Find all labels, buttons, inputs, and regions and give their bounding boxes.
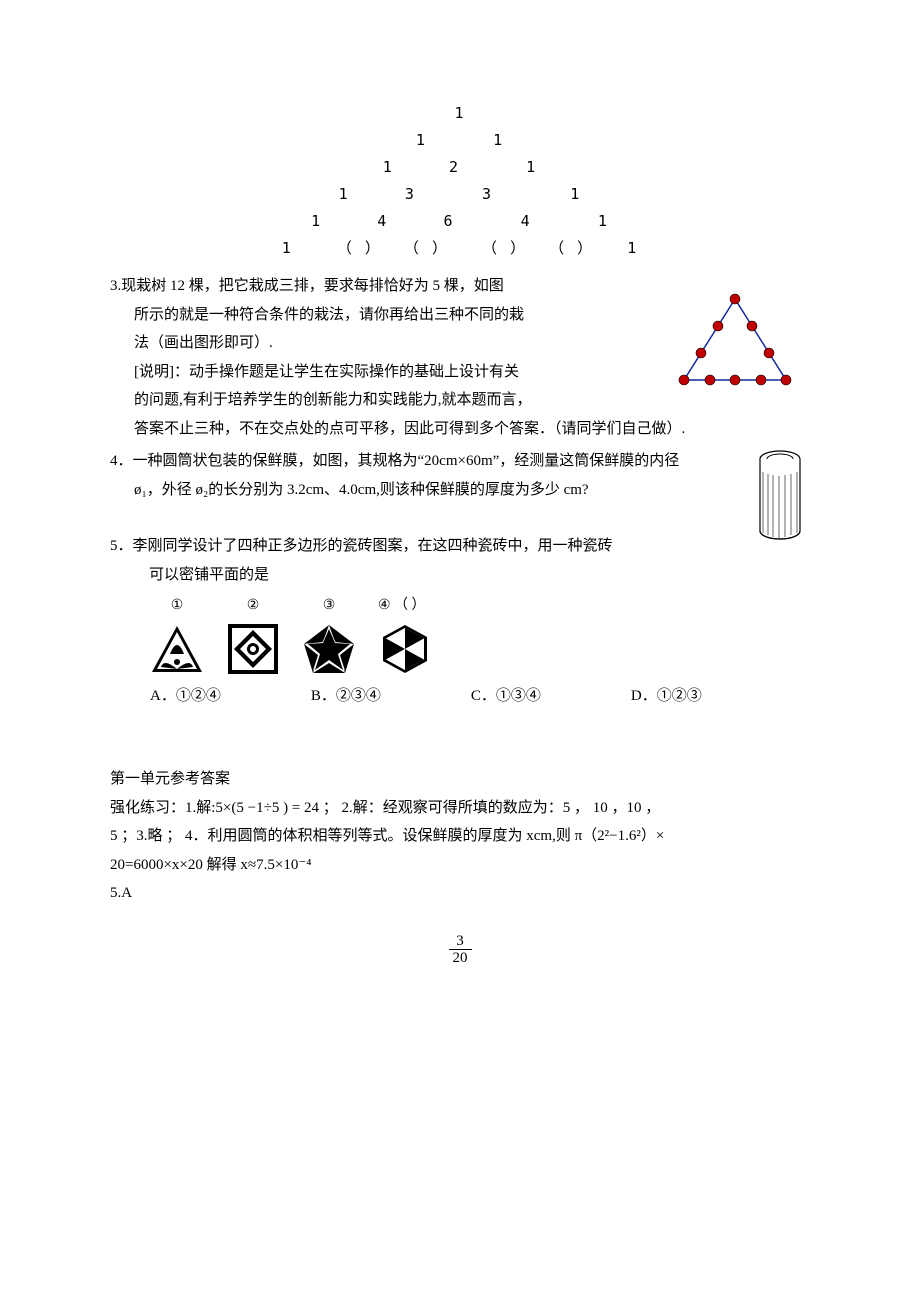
cylinder-icon xyxy=(755,447,805,542)
option-a: A．①②④ xyxy=(150,682,221,711)
tile-label: ② xyxy=(226,593,280,620)
pascal-row: 1 4 6 4 1 xyxy=(110,208,810,235)
q5-line: 5．李刚同学设计了四种正多边形的瓷砖图案，在这四种瓷砖中，用一种瓷砖 xyxy=(110,532,810,561)
pascal-row: 1 xyxy=(110,100,810,127)
tile-label: ① xyxy=(150,593,204,620)
q5-line: 可以密铺平面的是 xyxy=(110,561,810,590)
q5-options: A．①②④ B．②③④ C．①③④ D．①②③ xyxy=(110,682,810,711)
option-c: C．①③④ xyxy=(471,682,541,711)
tile-pentagon-icon xyxy=(302,622,356,676)
page-current: 3 xyxy=(449,933,472,951)
answers-line: 20=6000×x×20 解得 x≈7.5×10⁻⁴ xyxy=(110,851,810,880)
tile-1: ① xyxy=(150,593,204,676)
answers-heading: 第一单元参考答案 xyxy=(110,765,810,794)
pascal-row: 1 1 xyxy=(110,127,810,154)
option-d: D．①②③ xyxy=(631,682,702,711)
tile-label: ④ （ ） xyxy=(378,593,432,620)
pascal-row: 1 3 3 1 xyxy=(110,181,810,208)
tile-2: ② xyxy=(226,593,280,676)
pascal-row: 1 （ ） （ ） （ ） （ ） 1 xyxy=(110,235,810,262)
answers-line: 5 ；3.略 ； 4．利用圆筒的体积相等列等式。设保鲜膜的厚度为 xcm,则 π… xyxy=(110,822,810,851)
triangle-tree-icon xyxy=(670,284,800,394)
page-total: 20 xyxy=(449,950,472,967)
q4-line: ø₁，外径 ø₂的长分别为 3.2cm、4.0cm,则该种保鲜膜的厚度为多少 c… xyxy=(110,476,810,505)
tile-3: ③ xyxy=(302,593,356,676)
tile-square-icon xyxy=(226,622,280,676)
page-number: 3 20 xyxy=(110,933,810,967)
tile-triangle-icon xyxy=(150,622,204,676)
pascal-row: 1 2 1 xyxy=(110,154,810,181)
q3-note: 答案不止三种，不在交点处的点可平移，因此可得到多个答案．（请同学们自己做）. xyxy=(110,415,810,444)
answers-section: 第一单元参考答案 强化练习：1.解:5×(5 −1÷5 ) = 24 ； 2.解… xyxy=(110,765,810,908)
tile-4: ④ （ ） xyxy=(378,593,432,676)
tile-row: ① ② ③ xyxy=(110,593,810,676)
q4-line: 4．一种圆筒状包装的保鲜膜，如图，其规格为“20cm×60m”，经测量这筒保鲜膜… xyxy=(110,447,810,476)
tile-label: ③ xyxy=(302,593,356,620)
pascal-triangle: 1 1 1 1 2 1 1 3 3 1 1 4 6 4 1 1 （ ） （ ） … xyxy=(110,100,810,262)
question-3: 3.现栽树 12 棵，把它栽成三排，要求每排恰好为 5 棵，如图 所示的就是一种… xyxy=(110,272,810,443)
answers-line: 5.A xyxy=(110,879,810,908)
tile-hexagon-icon xyxy=(378,622,432,676)
option-b: B．②③④ xyxy=(311,682,381,711)
question-4: 4．一种圆筒状包装的保鲜膜，如图，其规格为“20cm×60m”，经测量这筒保鲜膜… xyxy=(110,447,810,504)
answers-line: 强化练习：1.解:5×(5 −1÷5 ) = 24 ； 2.解：经观察可得所填的… xyxy=(110,794,810,823)
question-5: 5．李刚同学设计了四种正多边形的瓷砖图案，在这四种瓷砖中，用一种瓷砖 可以密铺平… xyxy=(110,532,810,710)
